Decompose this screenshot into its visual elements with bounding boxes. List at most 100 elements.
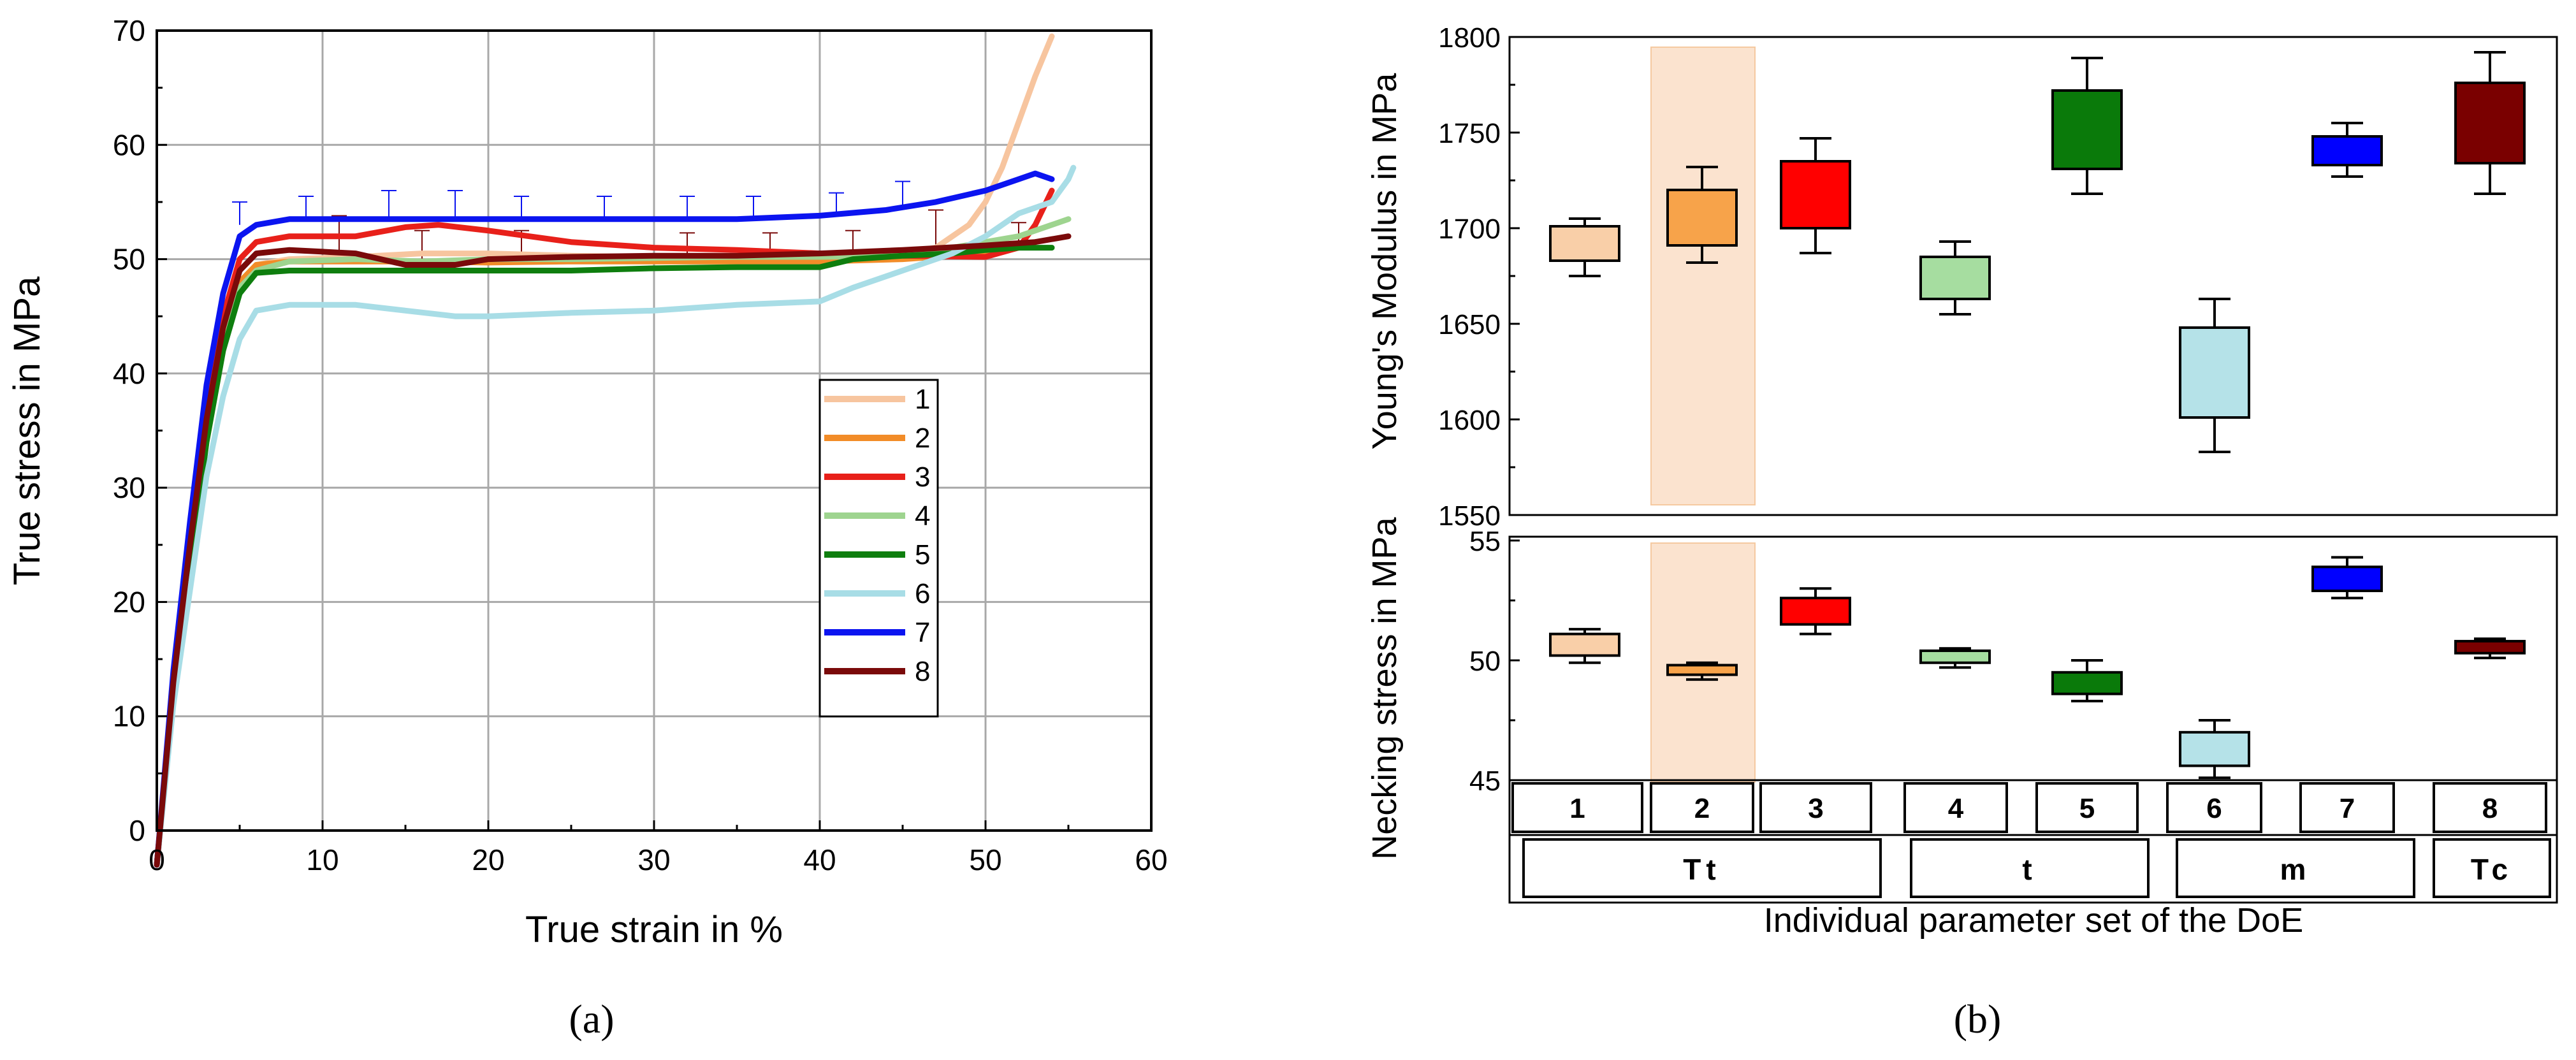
- doe-cell-1: [1511, 782, 1643, 833]
- doe-group-label: Tc: [2471, 853, 2513, 886]
- legend-label-5: 5: [915, 539, 930, 570]
- panel-a-x-axis-label: True strain in %: [525, 909, 783, 950]
- doe-cell-8: [2433, 782, 2547, 833]
- box-5: [2051, 671, 2123, 695]
- highlight-category-2-top: [1650, 47, 1756, 505]
- box-6: [2179, 326, 2250, 419]
- doe-group-Tt: [1522, 838, 1882, 898]
- panel-b-x-axis-label: Individual parameter set of the DoE: [1764, 901, 2303, 940]
- doe-cell-label: 7: [2340, 793, 2355, 824]
- necking-stress-ticks: 45 50 55: [1469, 526, 1520, 797]
- doe-group-label: Tt: [1683, 853, 1721, 886]
- necking-stress-axis-label: Necking stress in MPa: [1365, 516, 1404, 859]
- doe-cell-label: 6: [2206, 793, 2222, 824]
- x-tick-label: 40: [803, 843, 836, 876]
- y-tick-label: 70: [113, 14, 145, 47]
- x-tick-label: 20: [472, 843, 504, 876]
- y-tick-label: 50: [1469, 646, 1501, 677]
- y-tick-label: 1750: [1438, 118, 1501, 149]
- legend-label-6: 6: [915, 578, 930, 609]
- y-tick-label: 60: [113, 128, 145, 161]
- doe-cell-5: [2035, 782, 2139, 833]
- series-line-6: [154, 164, 1077, 868]
- box-2: [1666, 664, 1738, 676]
- doe-group-Tc: [2433, 838, 2551, 898]
- doe-cell-label: 8: [2482, 793, 2498, 824]
- doe-cell-7: [2299, 782, 2395, 833]
- doe-group-label: m: [2280, 853, 2311, 886]
- necking-stress-boxes: [1549, 556, 2526, 780]
- y-tick-label: 0: [129, 814, 145, 847]
- series-line-8: [154, 233, 1072, 868]
- series-line-5: [154, 245, 1055, 868]
- doe-table-frame: [1508, 779, 2558, 904]
- doe-table-row-1: 1 2 3 4 5 6 7 8: [1511, 782, 2547, 833]
- legend-label-8: 8: [915, 656, 930, 687]
- legend-label-4: 4: [915, 500, 930, 532]
- series-line-7: [154, 170, 1055, 868]
- box-2: [1666, 189, 1738, 247]
- doe-cell-2: [1650, 782, 1754, 833]
- young-modulus-ticks: 1550 1600 1650 1700 1750 1800: [1438, 22, 1520, 532]
- box-3: [1780, 160, 1851, 229]
- x-tick-label: 60: [1135, 843, 1167, 876]
- doe-cell-6: [2166, 782, 2262, 833]
- y-tick-label: 45: [1469, 766, 1501, 797]
- y-tick-label: 50: [113, 243, 145, 276]
- box-4: [1919, 649, 1991, 664]
- doe-parameter-table: 1 2 3 4 5 6 7 8 Tt t m Tc: [1508, 779, 2558, 904]
- x-tick-label: 0: [149, 843, 165, 876]
- y-tick-label: 1550: [1438, 500, 1501, 532]
- young-modulus-axis-label: Young's Modulus in MPa: [1365, 73, 1404, 450]
- y-tick-label: 55: [1469, 526, 1501, 557]
- box-8: [2454, 82, 2526, 164]
- box-7: [2311, 565, 2383, 592]
- y-tick-label: 1800: [1438, 22, 1501, 54]
- box-6: [2179, 730, 2250, 767]
- panel-a-line-chart: 0 10 20 30 40 50 60 0 10 20 30 40 50 60 70 True strain…: [6, 14, 1168, 950]
- legend-label-3: 3: [915, 461, 930, 493]
- panel-a-label: (a): [569, 996, 614, 1042]
- panel-b-label: (b): [1954, 996, 2002, 1042]
- x-tick-label: 50: [969, 843, 1001, 876]
- box-3: [1780, 597, 1851, 626]
- doe-cell-label: 2: [1694, 793, 1710, 824]
- doe-group-label: t: [2022, 853, 2037, 886]
- box-1: [1549, 632, 1620, 657]
- y-tick-label: 1700: [1438, 214, 1501, 245]
- doe-group-t: [1910, 838, 2150, 898]
- y-tick-label: 40: [113, 357, 145, 390]
- doe-cell-3: [1759, 782, 1872, 833]
- legend-label-7: 7: [915, 617, 930, 648]
- young-modulus-boxes: [1549, 51, 2526, 453]
- doe-cell-label: 3: [1808, 793, 1823, 824]
- box-8: [2454, 639, 2526, 655]
- panel-a-grid: [157, 31, 1151, 831]
- panel-a-error-bars: [232, 180, 1026, 265]
- legend-label-1: 1: [915, 384, 930, 415]
- doe-cell-4: [1903, 782, 2008, 833]
- legend-label-2: 2: [915, 423, 930, 454]
- box-1: [1549, 225, 1620, 262]
- doe-cell-label: 1: [1569, 793, 1585, 824]
- y-tick-label: 20: [113, 585, 145, 618]
- y-tick-label: 10: [113, 700, 145, 733]
- y-tick-label: 30: [113, 471, 145, 504]
- panel-a-y-axis-label: True stress in MPa: [6, 276, 48, 585]
- y-tick-label: 1600: [1438, 405, 1501, 436]
- panel-a-legend: 1 2 3 4 5 6 7 8: [819, 379, 939, 718]
- doe-cell-label: 5: [2079, 793, 2095, 824]
- y-tick-label: 1650: [1438, 309, 1501, 340]
- doe-group-m: [2176, 838, 2415, 898]
- box-4: [1919, 256, 1991, 300]
- doe-table-row-2: Tt t m Tc: [1522, 838, 2551, 898]
- doe-cell-label: 4: [1948, 793, 1964, 824]
- box-7: [2311, 135, 2383, 166]
- x-tick-label: 30: [637, 843, 670, 876]
- panel-a-ticks: 0 10 20 30 40 50 60 0 10 20 30 40 50 60 70: [113, 14, 1168, 876]
- panel-a-series: [154, 33, 1077, 868]
- x-tick-label: 10: [306, 843, 338, 876]
- box-5: [2051, 89, 2123, 170]
